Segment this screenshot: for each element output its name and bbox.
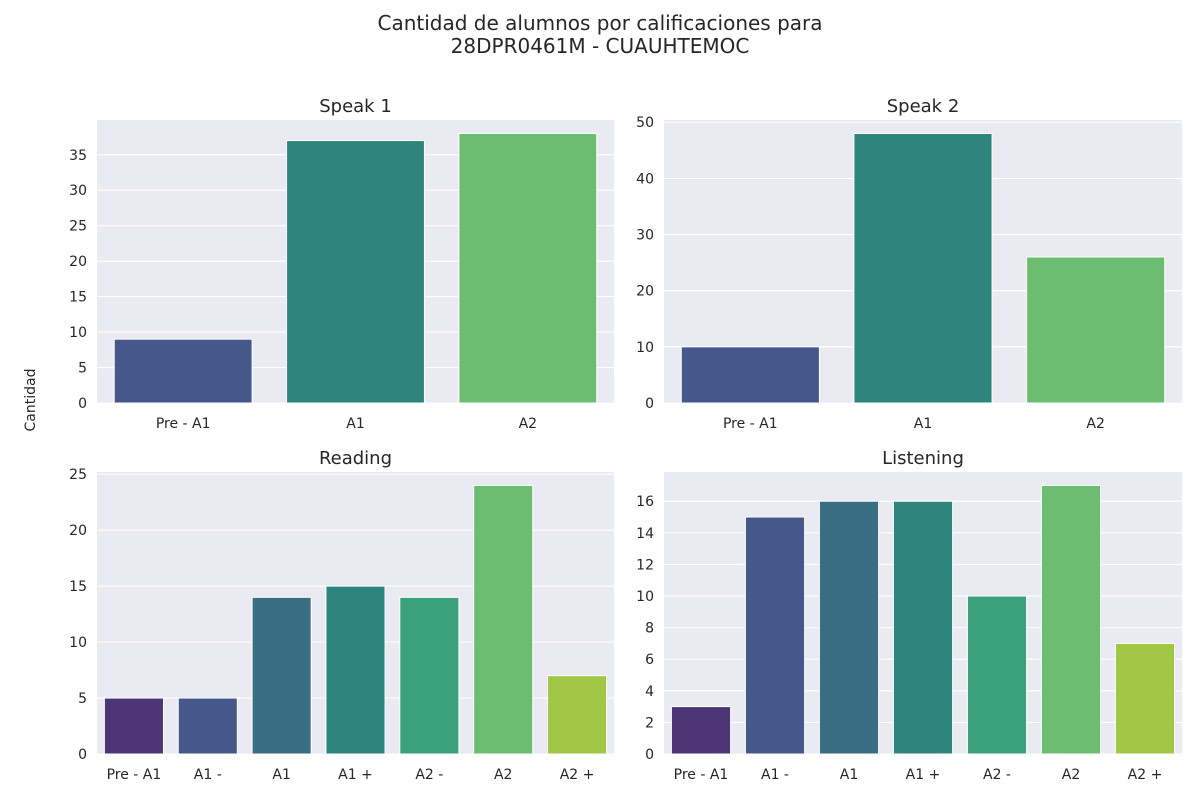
- x-tick-label: A2: [494, 767, 512, 783]
- chart-title: Listening: [882, 448, 964, 469]
- y-tick-label: 50: [636, 115, 654, 131]
- chart-panel-4: 0 2 4 6 8 10 12 14 16 Pre - A1 A1 - A1 A1 + A2 - A2 A2 …: [636, 448, 1182, 783]
- figure-title-line-2: 28DPR0461M - CUAUHTEMOC: [450, 34, 750, 58]
- y-tick-label: 2: [645, 715, 654, 731]
- x-tick-label: A1 -: [194, 767, 222, 783]
- y-tick-label: 10: [69, 325, 87, 341]
- bar-a1: [325, 585, 386, 755]
- y-tick-label: 0: [645, 396, 654, 412]
- x-tick-label: A2: [1062, 767, 1080, 783]
- chart-panel-2: 0 10 20 30 40 50 Pre - A1 A1 A2 Speak 2: [636, 96, 1182, 432]
- bar-a2: [547, 675, 608, 755]
- bar-a1: [744, 516, 806, 755]
- x-tick-label: A1: [346, 416, 364, 432]
- y-tick-label: 8: [645, 621, 654, 637]
- bar-pre-a1: [113, 338, 253, 404]
- bar-a1: [818, 500, 880, 755]
- y-tick-label: 5: [78, 691, 87, 707]
- y-tick-label: 35: [69, 148, 87, 164]
- bar-a1: [853, 132, 993, 404]
- bar-a2: [473, 484, 534, 755]
- x-tick-label: Pre - A1: [156, 416, 211, 432]
- y-tick-label: 25: [69, 467, 87, 483]
- y-tick-label: 15: [69, 290, 87, 306]
- bar-a1: [177, 697, 238, 755]
- y-tick-label: 40: [636, 171, 654, 187]
- chart-title: Speak 1: [319, 96, 392, 117]
- y-tick-label: 0: [645, 747, 654, 763]
- x-tick-label: A2 -: [415, 767, 443, 783]
- chart-panel-3: 0 5 10 15 20 25 Pre - A1 A1 - A1 A1 + A2 - A2 A2 + Re…: [69, 448, 614, 783]
- x-tick-label: A2 +: [1128, 767, 1163, 783]
- chart-title: Reading: [319, 448, 392, 469]
- y-tick-label: 30: [636, 228, 654, 244]
- y-tick-label: 10: [69, 635, 87, 651]
- bar-a1: [286, 140, 425, 404]
- x-tick-label: Pre - A1: [107, 767, 162, 783]
- y-tick-label: 0: [78, 747, 87, 763]
- y-tick-label: 20: [69, 254, 87, 270]
- figure-title: Cantidad de alumnos por calificaciones p…: [0, 12, 1200, 58]
- chart-panel-1: 0 5 10 15 20 25 30 35 Pre - A1 A1 A2 Speak 1: [69, 96, 614, 432]
- y-tick-label: 0: [78, 396, 87, 412]
- x-tick-label: A1 +: [906, 767, 941, 783]
- y-tick-label: 10: [636, 340, 654, 356]
- y-tick-label: 16: [636, 494, 654, 510]
- y-tick-label: 20: [636, 284, 654, 300]
- chart-title: Speak 2: [887, 96, 960, 117]
- bar-pre-a1: [103, 697, 164, 755]
- y-tick-label: 4: [645, 684, 654, 700]
- x-tick-label: A1 -: [761, 767, 789, 783]
- x-tick-label: A2 +: [560, 767, 595, 783]
- x-tick-label: A2 -: [983, 767, 1011, 783]
- y-tick-label: 20: [69, 523, 87, 539]
- y-tick-label: 14: [636, 526, 654, 542]
- y-tick-label: 6: [645, 652, 654, 668]
- x-tick-label: A2: [1086, 416, 1104, 432]
- x-tick-label: A1: [914, 416, 932, 432]
- bar-a2: [1040, 484, 1102, 755]
- bar-a2: [399, 596, 460, 755]
- bar-a2: [1026, 256, 1166, 404]
- bar-a2: [458, 132, 598, 404]
- x-tick-label: A1: [840, 767, 858, 783]
- bar-a2: [966, 595, 1028, 755]
- y-tick-label: 25: [69, 219, 87, 235]
- y-tick-label: 15: [69, 579, 87, 595]
- figure-title-line-1: Cantidad de alumnos por calificaciones p…: [377, 11, 823, 35]
- bar-a1: [251, 596, 312, 755]
- bar-pre-a1: [680, 346, 820, 404]
- x-tick-label: Pre - A1: [674, 767, 729, 783]
- y-tick-label: 5: [78, 361, 87, 377]
- bar-a1: [892, 500, 954, 755]
- y-tick-label: 10: [636, 589, 654, 605]
- y-tick-label: 30: [69, 183, 87, 199]
- x-tick-label: A1 +: [338, 767, 373, 783]
- x-tick-label: A1: [272, 767, 290, 783]
- bar-pre-a1: [670, 706, 732, 755]
- x-tick-label: Pre - A1: [723, 416, 778, 432]
- bar-a2: [1114, 642, 1176, 755]
- y-tick-label: 12: [636, 557, 654, 573]
- x-tick-label: A2: [519, 416, 537, 432]
